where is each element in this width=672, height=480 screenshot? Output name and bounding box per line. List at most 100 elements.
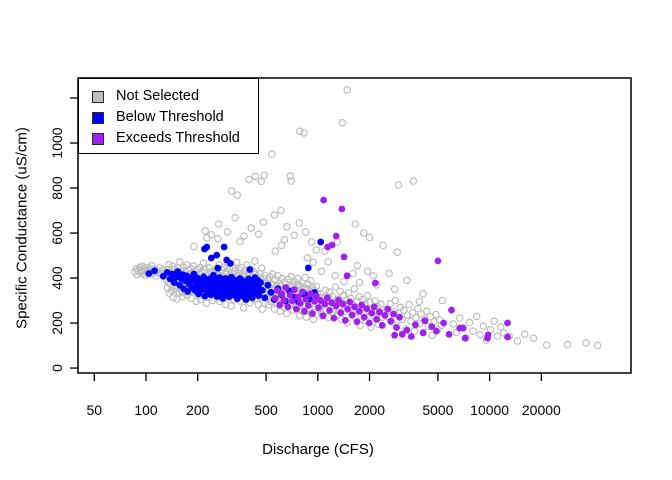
data-point-below-threshold: [210, 271, 217, 279]
data-point-exceeds-threshold: [324, 243, 331, 251]
data-point-not-selected: [254, 300, 263, 309]
data-point-below-threshold: [255, 292, 263, 299]
data-point-not-selected: [295, 311, 304, 320]
data-point-exceeds-threshold: [338, 205, 346, 213]
y-tick-label: 200: [49, 311, 65, 335]
data-point-below-threshold: [261, 294, 269, 302]
data-point-exceeds-threshold: [504, 333, 511, 341]
data-point-not-selected: [377, 300, 385, 308]
data-point-not-selected: [542, 341, 551, 349]
data-point-not-selected: [324, 257, 333, 266]
data-point-exceeds-threshold: [280, 296, 288, 304]
x-tick-label: 100: [134, 402, 158, 418]
data-point-not-selected: [413, 304, 422, 313]
data-point-not-selected: [338, 119, 347, 127]
data-point-exceeds-threshold: [373, 316, 381, 323]
data-point-not-selected: [465, 318, 474, 327]
data-point-not-selected: [369, 271, 378, 280]
data-point-not-selected: [203, 234, 211, 242]
data-point-not-selected: [312, 246, 321, 254]
data-point-below-threshold: [201, 245, 208, 253]
data-point-not-selected: [513, 337, 522, 345]
data-point-not-selected: [300, 129, 308, 137]
data-point-below-threshold: [248, 294, 256, 302]
data-point-not-selected: [563, 340, 572, 349]
data-point-not-selected: [409, 177, 418, 185]
data-point-exceeds-threshold: [381, 312, 389, 319]
data-point-not-selected: [258, 305, 267, 313]
data-point-exceeds-threshold: [363, 305, 371, 312]
data-point-below-threshold: [258, 287, 266, 294]
data-point-exceeds-threshold: [315, 304, 322, 312]
data-point-not-selected: [390, 285, 399, 294]
x-tick-label: 500: [254, 402, 278, 418]
data-point-exceeds-threshold: [504, 319, 511, 327]
data-point-exceeds-threshold: [391, 331, 398, 339]
data-point-not-selected: [331, 283, 340, 291]
legend-item-label: Not Selected: [116, 88, 200, 105]
data-point-not-selected: [391, 296, 400, 305]
data-point-exceeds-threshold: [276, 301, 284, 309]
data-point-exceeds-threshold: [294, 293, 302, 301]
data-point-not-selected: [340, 277, 348, 286]
below-threshold-swatch-icon: [92, 111, 104, 124]
data-point-not-selected: [452, 328, 461, 337]
data-point-below-threshold: [242, 296, 250, 303]
data-point-not-selected: [205, 263, 213, 272]
data-point-exceeds-threshold: [376, 308, 383, 316]
data-point-exceeds-threshold: [378, 321, 386, 329]
data-point-not-selected: [366, 298, 374, 307]
data-point-below-threshold: [170, 279, 178, 286]
data-point-exceeds-threshold: [330, 314, 338, 322]
y-tick-label: 0: [49, 364, 65, 372]
data-point-not-selected: [500, 329, 508, 337]
data-point-exceeds-threshold: [292, 305, 300, 313]
data-point-not-selected: [165, 260, 173, 269]
data-point-not-selected: [422, 307, 431, 316]
data-point-below-threshold: [145, 270, 153, 277]
data-point-not-selected: [214, 234, 222, 243]
data-point-exceeds-threshold: [288, 297, 296, 305]
x-tick-label: 1000: [302, 402, 333, 418]
data-point-not-selected: [231, 213, 239, 222]
data-point-exceeds-threshold: [358, 301, 366, 309]
data-point-not-selected: [175, 257, 184, 266]
x-tick-label: 50: [86, 402, 102, 418]
data-point-exceeds-threshold: [421, 317, 429, 325]
data-point-not-selected: [490, 317, 498, 326]
not-selected-swatch-icon: [92, 90, 104, 103]
x-tick-label: 5000: [422, 402, 453, 418]
data-point-exceeds-threshold: [278, 290, 285, 298]
data-point-not-selected: [496, 323, 505, 331]
plot-legend: Not Selected Below Threshold Exceeds Thr…: [78, 78, 259, 154]
data-point-not-selected: [277, 206, 285, 215]
data-point-exceeds-threshold: [311, 298, 318, 305]
data-point-not-selected: [214, 220, 223, 228]
data-point-not-selected: [309, 258, 318, 267]
x-tick-label: 10000: [470, 402, 509, 418]
data-point-below-threshold: [227, 260, 234, 267]
data-point-not-selected: [251, 172, 260, 181]
data-point-exceeds-threshold: [332, 302, 340, 310]
data-point-exceeds-threshold: [448, 306, 455, 314]
data-point-exceeds-threshold: [387, 317, 395, 325]
data-point-below-threshold: [257, 279, 264, 286]
y-tick-label: 600: [49, 221, 65, 245]
data-point-exceeds-threshold: [461, 334, 469, 342]
data-point-not-selected: [301, 273, 310, 282]
data-point-exceeds-threshold: [428, 323, 436, 330]
data-point-not-selected: [363, 267, 372, 276]
data-point-exceeds-threshold: [304, 302, 312, 309]
data-point-not-selected: [343, 86, 351, 94]
data-point-not-selected: [192, 297, 201, 306]
data-point-not-selected: [520, 330, 529, 339]
data-point-exceeds-threshold: [360, 313, 368, 321]
data-point-exceeds-threshold: [365, 319, 373, 327]
data-point-exceeds-threshold: [419, 329, 427, 337]
data-point-exceeds-threshold: [284, 303, 292, 311]
data-point-not-selected: [306, 276, 315, 285]
data-point-not-selected: [449, 320, 458, 328]
data-point-exceeds-threshold: [459, 324, 467, 332]
data-point-exceeds-threshold: [319, 312, 327, 320]
data-point-exceeds-threshold: [323, 294, 331, 302]
